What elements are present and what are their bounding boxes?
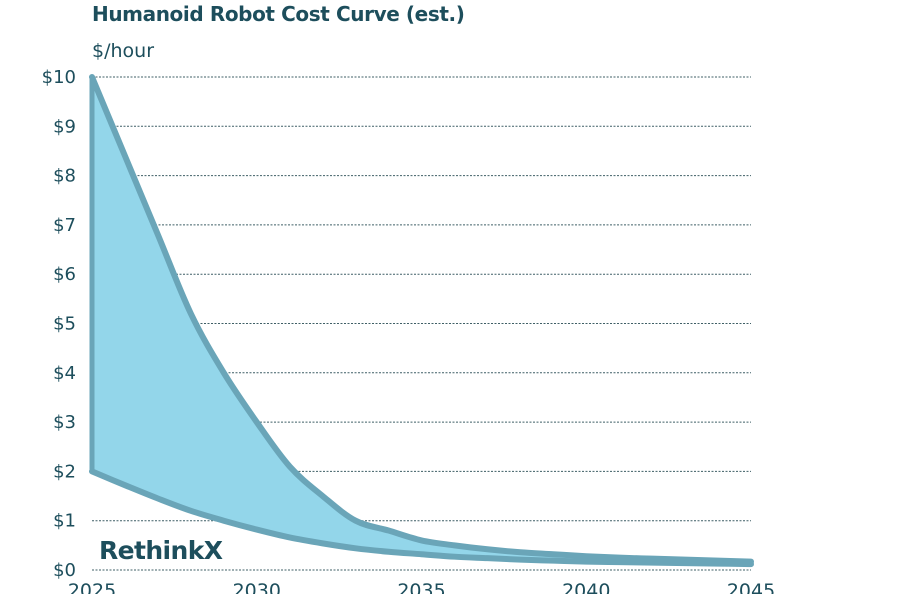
brand-logo: RethinkX	[99, 536, 223, 565]
y-tick-label: $4	[53, 363, 76, 384]
chart-title: Humanoid Robot Cost Curve (est.)	[92, 2, 465, 26]
series-lines	[89, 74, 754, 568]
x-axis-ticks: 2025 2030 2035 2040 2045	[68, 580, 775, 594]
y-tick-label: $1	[53, 511, 76, 532]
y-tick-label: $6	[53, 264, 76, 285]
y-tick-label: $5	[53, 314, 76, 335]
y-tick-label: $3	[53, 412, 76, 433]
y-tick-label: $10	[42, 67, 76, 88]
y-axis-ticks: $0 $1 $2 $3 $4 $5 $6 $7 $8 $9 $10	[42, 67, 76, 581]
x-tick-label: 2035	[397, 580, 445, 594]
y-tick-label: $2	[53, 461, 76, 482]
y-tick-label: $8	[53, 166, 76, 187]
y-axis-label: $/hour	[92, 40, 155, 62]
y-tick-label: $0	[53, 560, 76, 581]
cost-range-band	[92, 77, 751, 565]
cost-band	[92, 77, 751, 565]
series-line-lower	[89, 468, 754, 568]
x-tick-label: 2025	[68, 580, 116, 594]
x-tick-label: 2045	[727, 580, 775, 594]
x-tick-label: 2040	[562, 580, 610, 594]
x-tick-label: 2030	[233, 580, 281, 594]
y-tick-label: $9	[53, 116, 76, 137]
series-line-upper	[89, 74, 754, 565]
y-tick-label: $7	[53, 215, 76, 236]
